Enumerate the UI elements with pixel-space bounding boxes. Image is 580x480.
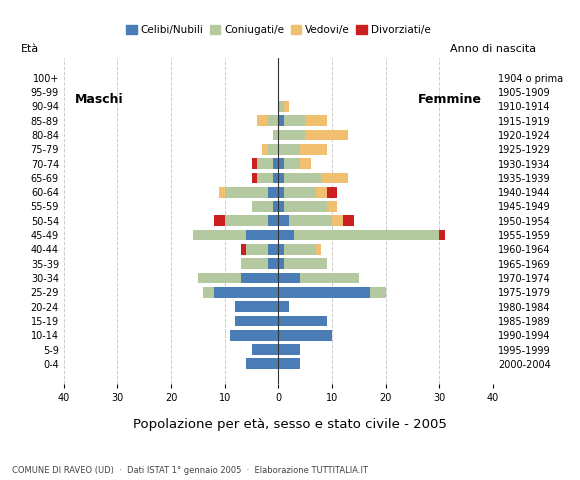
- Bar: [224, 216, 267, 226]
- Text: Età: Età: [21, 44, 39, 54]
- Bar: [300, 158, 311, 169]
- Bar: [278, 258, 284, 269]
- Bar: [278, 230, 295, 240]
- Bar: [257, 115, 267, 126]
- Bar: [273, 201, 278, 212]
- Bar: [316, 187, 327, 198]
- Bar: [246, 244, 267, 255]
- Bar: [273, 172, 278, 183]
- Bar: [224, 187, 267, 198]
- Bar: [278, 344, 300, 355]
- Bar: [284, 115, 305, 126]
- Bar: [278, 330, 332, 341]
- Text: Femmine: Femmine: [418, 93, 482, 106]
- Bar: [278, 158, 284, 169]
- Text: COMUNE DI RAVEO (UD)  ·  Dati ISTAT 1° gennaio 2005  ·  Elaborazione TUTTITALIA.: COMUNE DI RAVEO (UD) · Dati ISTAT 1° gen…: [12, 466, 368, 475]
- Bar: [246, 359, 278, 369]
- Bar: [267, 258, 278, 269]
- Bar: [241, 273, 278, 283]
- Bar: [214, 287, 278, 298]
- Bar: [252, 344, 278, 355]
- Bar: [278, 187, 284, 198]
- Bar: [284, 201, 327, 212]
- Bar: [203, 287, 214, 298]
- Bar: [198, 273, 241, 283]
- Bar: [241, 258, 267, 269]
- Bar: [278, 144, 300, 155]
- Bar: [278, 273, 300, 283]
- Bar: [252, 201, 273, 212]
- Bar: [284, 172, 321, 183]
- Bar: [273, 130, 278, 140]
- Bar: [278, 172, 284, 183]
- Bar: [193, 230, 246, 240]
- Bar: [278, 101, 284, 112]
- Bar: [332, 216, 343, 226]
- Bar: [327, 201, 338, 212]
- Bar: [257, 158, 273, 169]
- Bar: [230, 330, 278, 341]
- Bar: [219, 187, 224, 198]
- Bar: [300, 273, 359, 283]
- Bar: [284, 158, 300, 169]
- Bar: [300, 144, 327, 155]
- Bar: [278, 287, 369, 298]
- Bar: [295, 230, 440, 240]
- Bar: [235, 301, 278, 312]
- Bar: [284, 258, 327, 269]
- Bar: [262, 144, 267, 155]
- Legend: Celibi/Nubili, Coniugati/e, Vedovi/e, Divorziati/e: Celibi/Nubili, Coniugati/e, Vedovi/e, Di…: [122, 21, 435, 39]
- Bar: [343, 216, 353, 226]
- Text: Popolazione per età, sesso e stato civile - 2005: Popolazione per età, sesso e stato civil…: [133, 418, 447, 431]
- Text: Anno di nascita: Anno di nascita: [450, 44, 536, 54]
- Bar: [284, 244, 316, 255]
- Bar: [305, 130, 348, 140]
- Bar: [278, 301, 289, 312]
- Bar: [267, 144, 278, 155]
- Bar: [369, 287, 386, 298]
- Bar: [278, 359, 300, 369]
- Bar: [267, 244, 278, 255]
- Bar: [321, 172, 348, 183]
- Bar: [278, 315, 327, 326]
- Bar: [252, 172, 257, 183]
- Bar: [278, 244, 284, 255]
- Bar: [214, 216, 224, 226]
- Bar: [284, 187, 316, 198]
- Bar: [440, 230, 445, 240]
- Bar: [241, 244, 246, 255]
- Bar: [284, 101, 289, 112]
- Bar: [267, 187, 278, 198]
- Bar: [316, 244, 321, 255]
- Bar: [246, 230, 278, 240]
- Bar: [273, 158, 278, 169]
- Text: Maschi: Maschi: [74, 93, 123, 106]
- Bar: [267, 216, 278, 226]
- Bar: [252, 158, 257, 169]
- Bar: [327, 187, 338, 198]
- Bar: [235, 315, 278, 326]
- Bar: [278, 216, 289, 226]
- Bar: [278, 130, 305, 140]
- Bar: [305, 115, 327, 126]
- Bar: [289, 216, 332, 226]
- Bar: [257, 172, 273, 183]
- Bar: [278, 201, 284, 212]
- Bar: [278, 115, 284, 126]
- Bar: [267, 115, 278, 126]
